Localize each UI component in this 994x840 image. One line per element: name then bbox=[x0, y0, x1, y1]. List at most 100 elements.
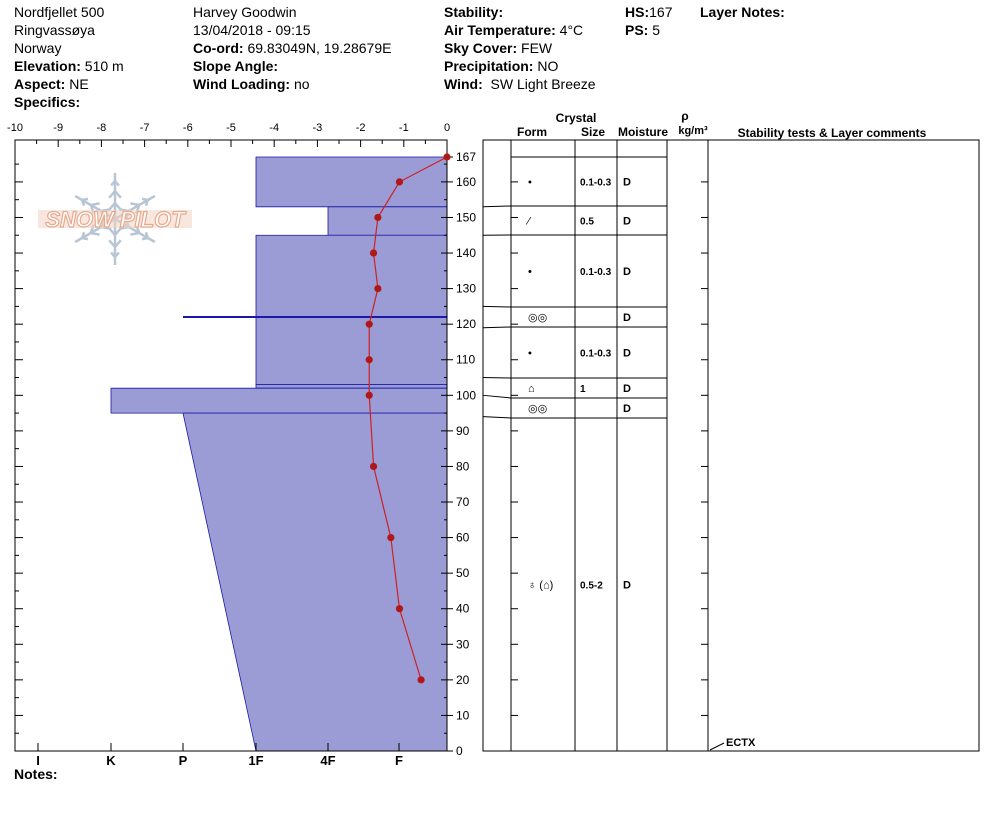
layer-size: 0.1-0.3 bbox=[580, 267, 612, 278]
temp-tick-label: -8 bbox=[97, 122, 107, 134]
temp-tick-label: 0 bbox=[444, 122, 450, 134]
hardness-layer bbox=[255, 384, 448, 389]
layer-form: ⁄ bbox=[525, 216, 532, 228]
sky-row: Sky Cover: FEW bbox=[444, 40, 553, 56]
header-depth: HS:167 PS: 5 bbox=[625, 3, 672, 39]
layer-size: 0.5 bbox=[580, 217, 594, 228]
hardness-layer bbox=[327, 206, 448, 236]
snowflake-branch bbox=[90, 231, 100, 236]
temp-tick-label: -5 bbox=[226, 122, 236, 134]
hardness-layer bbox=[255, 156, 448, 208]
wind-loading-value: no bbox=[293, 76, 310, 92]
height-tick-label: 80 bbox=[456, 459, 470, 473]
hardness-layer bbox=[110, 387, 448, 414]
layer-moisture: D bbox=[623, 312, 631, 324]
snowflake-branch bbox=[108, 239, 116, 248]
observer-name: Harvey Goodwin bbox=[193, 4, 297, 20]
country-name: Norway bbox=[14, 40, 62, 56]
snowflake-branch bbox=[90, 202, 100, 207]
height-tick-label: 120 bbox=[456, 317, 476, 331]
snowflake-branch bbox=[114, 180, 120, 187]
moisture-header: Moisture bbox=[618, 125, 668, 139]
temp-point bbox=[369, 249, 378, 257]
height-tick-label: 110 bbox=[456, 353, 475, 367]
temp-tick-label: -2 bbox=[356, 122, 366, 134]
hardness-tick-label: F bbox=[395, 753, 403, 768]
height-tick-label: 10 bbox=[456, 708, 470, 722]
header-weather: Stability: Air Temperature: 4°C Sky Cove… bbox=[444, 3, 596, 93]
temp-tick-label: -1 bbox=[399, 122, 409, 134]
temp-point bbox=[395, 605, 404, 613]
snowflake-branch bbox=[110, 251, 116, 258]
layer-size: 0.1-0.3 bbox=[580, 178, 612, 189]
form-header: Form bbox=[517, 125, 547, 139]
hardness-layers bbox=[110, 156, 448, 752]
sky-value: FEW bbox=[521, 40, 553, 56]
ps-row: PS: 5 bbox=[625, 22, 661, 38]
snowflake-branch bbox=[114, 226, 123, 236]
height-tick-label: 30 bbox=[456, 637, 470, 651]
hardness-tick-label: 4F bbox=[320, 753, 335, 768]
temp-tick-label: -3 bbox=[313, 122, 323, 134]
density-unit-header: kg/m³ bbox=[678, 125, 708, 137]
height-tick-label: 150 bbox=[456, 210, 476, 224]
precip-value: NO bbox=[537, 58, 559, 74]
stability-test-pointer bbox=[709, 742, 725, 751]
snowflake-branch bbox=[144, 199, 150, 207]
layer-connector bbox=[482, 394, 512, 399]
height-tick-label: 100 bbox=[456, 388, 476, 402]
temp-point bbox=[365, 320, 373, 328]
temp-tick-label: -9 bbox=[53, 122, 63, 134]
crystal-header: Crystal bbox=[556, 111, 597, 125]
hardness-layer bbox=[255, 234, 448, 386]
layer-moisture: D bbox=[623, 177, 631, 189]
snowflake-branch bbox=[114, 190, 122, 199]
snowflake-branch bbox=[80, 231, 86, 239]
layer-connector bbox=[482, 416, 512, 419]
hardness-tick-label: 1F bbox=[248, 753, 263, 768]
logo-text: SNOW PILOT bbox=[45, 207, 186, 232]
temp-point bbox=[443, 153, 451, 161]
hardness-tick-label: P bbox=[179, 753, 188, 768]
layer-moisture: D bbox=[623, 403, 631, 415]
height-tick-label: 0 bbox=[456, 744, 463, 758]
layer-form: ⌂ bbox=[528, 383, 535, 395]
air-temp-value: 4°C bbox=[559, 22, 584, 38]
specifics-row: Specifics: bbox=[14, 94, 81, 110]
layer-size: 1 bbox=[580, 384, 586, 395]
height-tick-label: 20 bbox=[456, 673, 470, 687]
snowflake-branch bbox=[130, 231, 140, 236]
layer-moisture: D bbox=[623, 216, 631, 228]
layer-connector bbox=[482, 205, 512, 208]
temp-tick-label: -7 bbox=[140, 122, 150, 134]
observation-datetime: 13/04/2018 - 09:15 bbox=[193, 22, 311, 38]
temp-point bbox=[374, 285, 382, 293]
wind-value: SW Light Breeze bbox=[490, 76, 596, 92]
snowflake-branch bbox=[81, 197, 89, 202]
layer-moisture: D bbox=[623, 383, 631, 395]
snowflake-branch bbox=[114, 239, 122, 248]
rho-header: ρ bbox=[681, 109, 688, 123]
elevation-row: Elevation: 510 m bbox=[14, 58, 124, 74]
height-tick-label: 160 bbox=[456, 175, 476, 189]
height-tick-label: 60 bbox=[456, 531, 470, 545]
layer-moisture: D bbox=[623, 266, 631, 278]
precip-row: Precipitation: NO bbox=[444, 58, 559, 74]
snowflake-branch bbox=[130, 202, 140, 207]
layer-table: • 0.1-0.3 D ⁄ 0.5 D • 0.1-0.3 D ◎◎ D • 0.1-0.3 D ⌂ 1 D ◎◎… bbox=[482, 139, 980, 752]
height-tick-label: 50 bbox=[456, 566, 470, 580]
height-tick-label: 140 bbox=[456, 246, 476, 260]
layer-connector bbox=[482, 326, 512, 329]
temp-point bbox=[387, 533, 395, 542]
stability-row: Stability: bbox=[444, 4, 504, 20]
layer-connector bbox=[482, 305, 512, 308]
coord-row: Co-ord: 69.83049N, 19.28679E bbox=[193, 40, 392, 56]
notes-row: Notes: bbox=[14, 766, 58, 782]
temperature-profile bbox=[365, 153, 451, 684]
chart-axes: -10 -9 -8 -7 -6 -5 -4 -3 -2 -1 0010203040506070809… bbox=[7, 122, 476, 768]
snowpilot-logo: SNOW PILOT bbox=[38, 173, 192, 265]
height-tick-label: 40 bbox=[456, 602, 470, 616]
temp-tick-label: -4 bbox=[269, 122, 279, 134]
layer-notes-title: Layer Notes: bbox=[700, 4, 785, 20]
